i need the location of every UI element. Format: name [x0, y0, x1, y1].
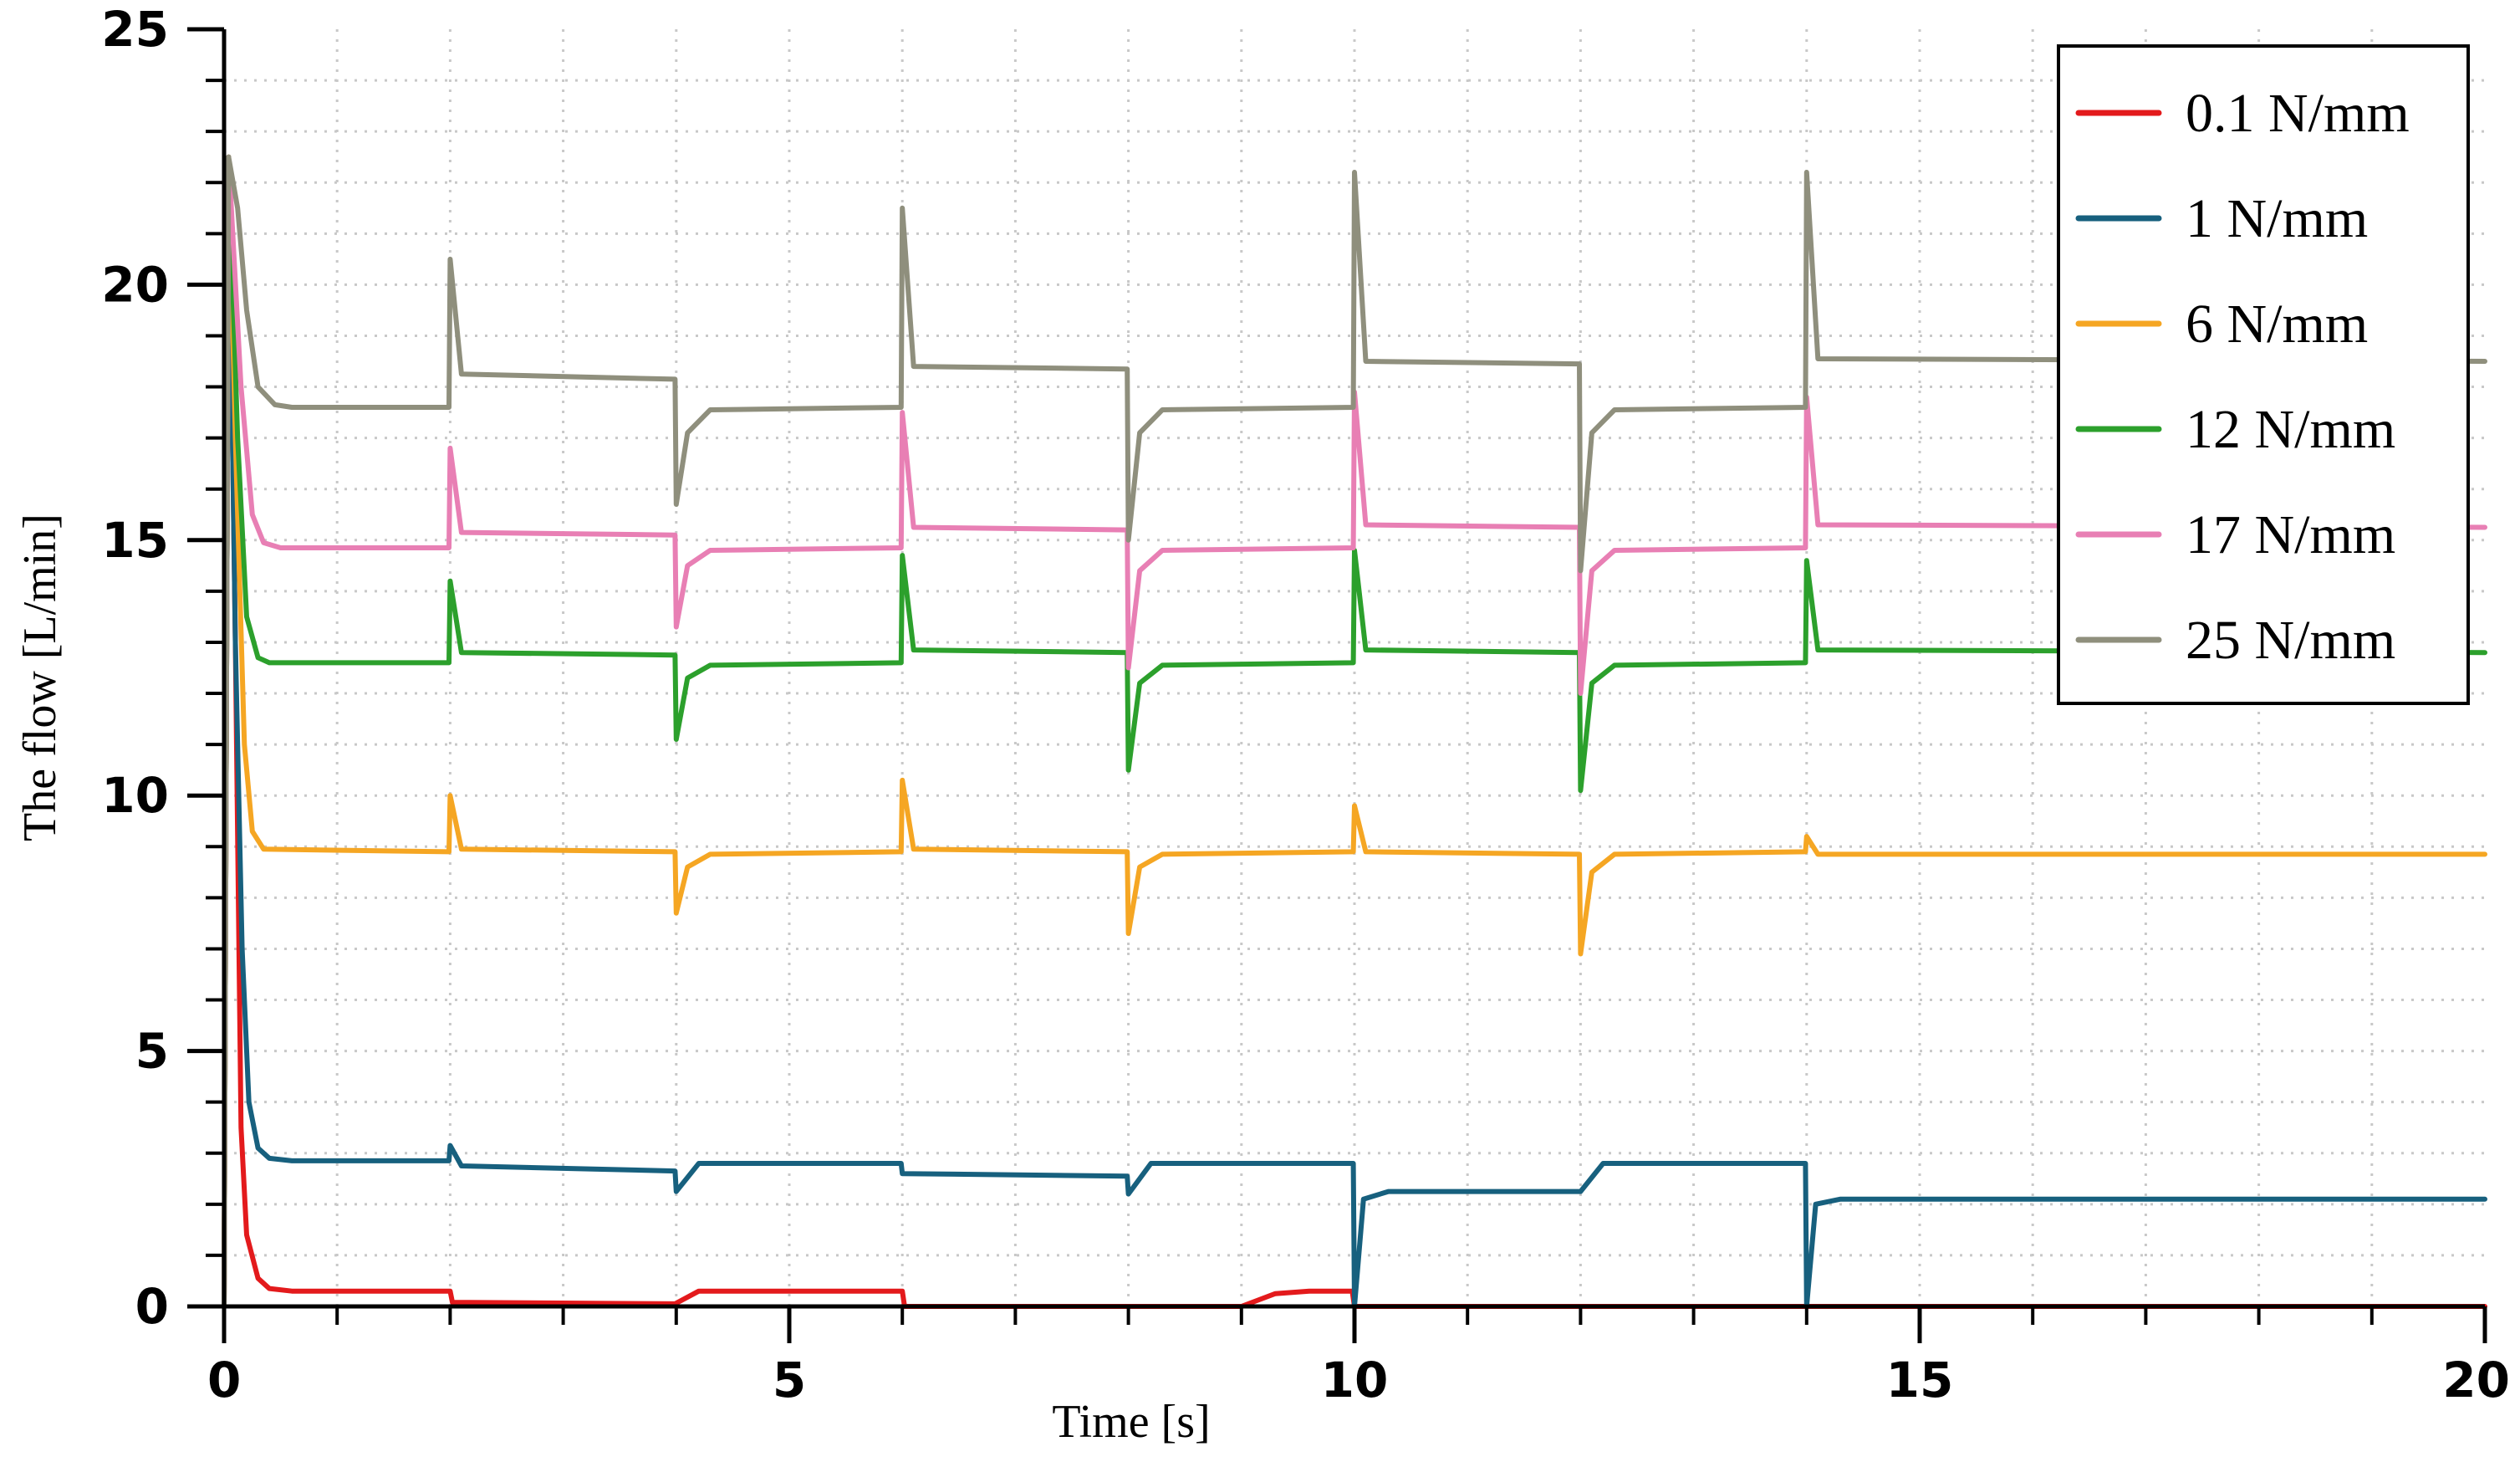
y-axis-label: The flow [L/min]: [14, 514, 66, 841]
x-tick-label: 20: [2442, 1352, 2510, 1408]
series-lines: [222, 154, 2487, 1309]
legend-entry-label: 0.1 N/mm: [2186, 83, 2410, 144]
x-tick-label: 0: [207, 1352, 241, 1408]
legend-entry-label: 1 N/mm: [2186, 188, 2368, 249]
series-line-1: [222, 154, 2487, 1309]
x-tick-label: 15: [1886, 1352, 1954, 1408]
x-axis-label: Time [s]: [1052, 1396, 1210, 1448]
y-tick-label: 15: [101, 512, 169, 569]
tick-labels: 0 5 10 15 20 25 0 5 10 15 20: [101, 1, 2510, 1408]
y-tick-label: 10: [101, 767, 169, 824]
legend-entry-label: 12 N/mm: [2186, 399, 2395, 460]
y-tick-label: 25: [101, 1, 169, 58]
y-tick-label: 5: [135, 1023, 169, 1080]
series-line-2: [222, 154, 2487, 1309]
series-line-6: [222, 154, 2487, 1309]
legend: 0.1 N/mm 1 N/mm 6 N/mm 12 N/mm 17 N/mm 25 N/m…: [2057, 44, 2470, 705]
series-line-4: [222, 154, 2487, 1309]
legend-box: [2057, 44, 2470, 705]
legend-entry-label: 25 N/mm: [2186, 610, 2395, 671]
y-tick-label: 0: [135, 1278, 169, 1335]
y-tick-label: 20: [101, 256, 169, 313]
legend-entry-label: 17 N/mm: [2186, 504, 2395, 565]
tick-marks: [187, 27, 2487, 1343]
x-tick-label: 10: [1321, 1352, 1389, 1408]
legend-entry-label: 6 N/mm: [2186, 294, 2368, 355]
x-tick-label: 5: [773, 1352, 806, 1408]
series-line-5: [222, 154, 2487, 1309]
series-line-3: [222, 154, 2487, 1309]
